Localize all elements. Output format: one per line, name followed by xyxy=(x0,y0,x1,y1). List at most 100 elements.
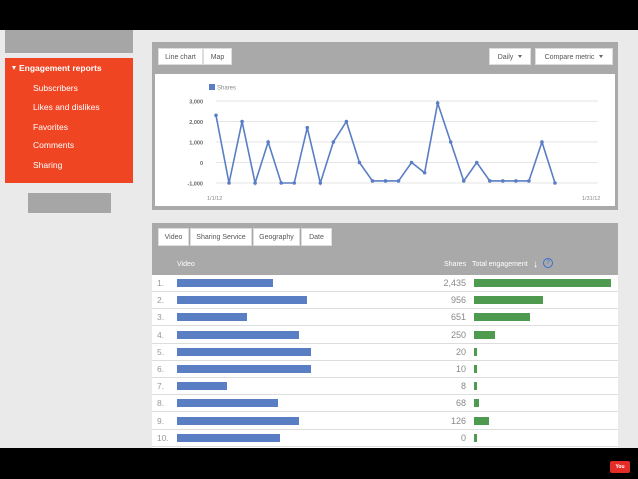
shares-value: 250 xyxy=(450,329,466,340)
row-number: 10. xyxy=(157,432,169,443)
chevron-down-icon xyxy=(599,55,604,58)
y-tick-label: -1,000 xyxy=(187,182,203,188)
tab-date[interactable]: Date xyxy=(301,228,332,246)
data-point xyxy=(383,179,388,183)
video-title-redacted[interactable] xyxy=(177,433,280,442)
tab-sharing-service[interactable]: Sharing Service xyxy=(190,228,252,246)
data-point xyxy=(488,179,492,183)
y-tick-label: 0 xyxy=(200,161,203,167)
shares-value: 2,435 xyxy=(443,278,466,288)
table-row[interactable]: 6. 10 xyxy=(152,361,618,378)
data-point xyxy=(357,160,362,165)
sidebar-item-subscribers[interactable]: Subscribers xyxy=(33,83,78,93)
engagement-bar xyxy=(474,313,530,322)
data-point xyxy=(331,140,336,144)
row-number: 4. xyxy=(157,329,165,340)
engagement-bar xyxy=(474,296,543,305)
map-button[interactable]: Map xyxy=(203,48,232,65)
row-number: 7. xyxy=(157,381,165,392)
data-point xyxy=(344,119,349,124)
data-point xyxy=(514,179,518,183)
compare-metric-label: Compare metric xyxy=(544,54,595,61)
data-point xyxy=(553,181,557,185)
daily-label: Daily xyxy=(497,54,514,61)
data-point xyxy=(501,179,505,183)
engagement-bar xyxy=(474,365,477,373)
table-row[interactable]: 10. 0 xyxy=(152,430,618,447)
data-point xyxy=(409,160,414,165)
data-point xyxy=(461,179,466,183)
data-point xyxy=(474,160,479,165)
video-title-redacted[interactable] xyxy=(177,313,247,322)
sidebar-item-favorites[interactable]: Favorites xyxy=(33,122,68,132)
shares-column-header[interactable]: Shares xyxy=(444,261,467,268)
table-row[interactable]: 2. 956 xyxy=(152,292,618,310)
analytics-screen: Engagement reports Subscribers Likes and… xyxy=(0,30,638,448)
shares-value: 651 xyxy=(450,312,466,323)
table-row[interactable]: 5. 20 xyxy=(152,344,618,361)
table-panel: Video Sharing Service Geography Date Vid… xyxy=(152,223,618,448)
help-icon[interactable]: ? xyxy=(543,258,553,268)
video-title-redacted[interactable] xyxy=(177,279,273,287)
compare-metric-dropdown[interactable]: Compare metric xyxy=(535,48,613,65)
data-point xyxy=(253,181,257,185)
video-title-redacted[interactable] xyxy=(177,399,278,408)
chevron-down-icon xyxy=(518,55,523,58)
video-bottom-bar: You xyxy=(0,448,638,479)
sidebar-button[interactable] xyxy=(28,193,111,213)
video-title-redacted[interactable] xyxy=(177,330,299,339)
video-title-redacted[interactable] xyxy=(177,296,307,305)
tab-geography[interactable]: Geography xyxy=(253,228,300,246)
engagement-bar xyxy=(474,382,477,391)
shares-line-chart: 3,000 2,000 1,000 0 -1,000 1/1/12 1/31/12 Share… xyxy=(187,84,600,202)
sort-arrow-down-icon[interactable]: ↓ xyxy=(533,259,538,270)
row-number: 5. xyxy=(157,346,165,357)
table-row[interactable]: 9. 126 xyxy=(152,413,618,430)
caret-down-icon xyxy=(12,66,16,70)
table-row[interactable]: 8. 68 xyxy=(152,395,618,413)
sidebar-item-comments[interactable]: Comments xyxy=(33,140,75,150)
data-point xyxy=(305,125,310,130)
table-row[interactable]: 1. 2,435 xyxy=(152,275,618,292)
engagement-reports-header[interactable]: Engagement reports xyxy=(12,63,102,73)
youtube-logo-icon[interactable]: You xyxy=(610,461,630,473)
sidebar-item-sharing[interactable]: Sharing xyxy=(33,160,63,170)
y-tick-label: 3,000 xyxy=(189,100,203,106)
video-title-redacted[interactable] xyxy=(177,382,227,391)
data-point xyxy=(214,113,218,118)
shares-value: 0 xyxy=(460,432,466,443)
row-number: 9. xyxy=(157,415,165,426)
video-column-header[interactable]: Video xyxy=(177,261,195,268)
y-tick-label: 2,000 xyxy=(189,120,203,126)
row-number: 3. xyxy=(157,312,165,323)
row-number: 6. xyxy=(157,364,165,374)
sidebar-top-block xyxy=(5,30,133,53)
engagement-bar xyxy=(474,433,477,442)
chart-area: 3,000 2,000 1,000 0 -1,000 1/1/12 1/31/12 Share… xyxy=(155,74,615,206)
data-point xyxy=(318,181,323,185)
row-number: 8. xyxy=(157,398,165,409)
table-row[interactable]: 4. 250 xyxy=(152,327,618,344)
daily-dropdown[interactable]: Daily xyxy=(489,48,531,65)
row-number: 2. xyxy=(157,295,165,306)
data-point xyxy=(370,179,375,183)
table-row[interactable]: 7. 8 xyxy=(152,378,618,396)
row-number: 1. xyxy=(157,278,165,288)
x-tick-label: 1/31/12 xyxy=(582,196,600,202)
video-title-redacted[interactable] xyxy=(177,365,311,373)
engagement-reports-menu: Engagement reports Subscribers Likes and… xyxy=(5,58,133,183)
data-point xyxy=(435,101,440,105)
shares-value: 126 xyxy=(450,415,466,426)
video-title-redacted[interactable] xyxy=(177,416,299,425)
tab-video[interactable]: Video xyxy=(158,228,189,246)
table-body: 1. 2,435 2. 956 3. 651 4. 250 5. 20 6. 10 7. 8 8. 68 9. 1… xyxy=(152,275,618,448)
engagement-bar xyxy=(474,416,489,425)
data-point xyxy=(227,181,231,185)
table-row[interactable]: 3. 651 xyxy=(152,309,618,327)
shares-value: 10 xyxy=(455,364,466,374)
engagement-column-header[interactable]: Total engagement xyxy=(472,261,528,268)
line-chart-button[interactable]: Line chart xyxy=(158,48,203,65)
sidebar-item-likes[interactable]: Likes and dislikes xyxy=(33,102,100,112)
data-point xyxy=(292,181,297,185)
video-title-redacted[interactable] xyxy=(177,347,311,356)
